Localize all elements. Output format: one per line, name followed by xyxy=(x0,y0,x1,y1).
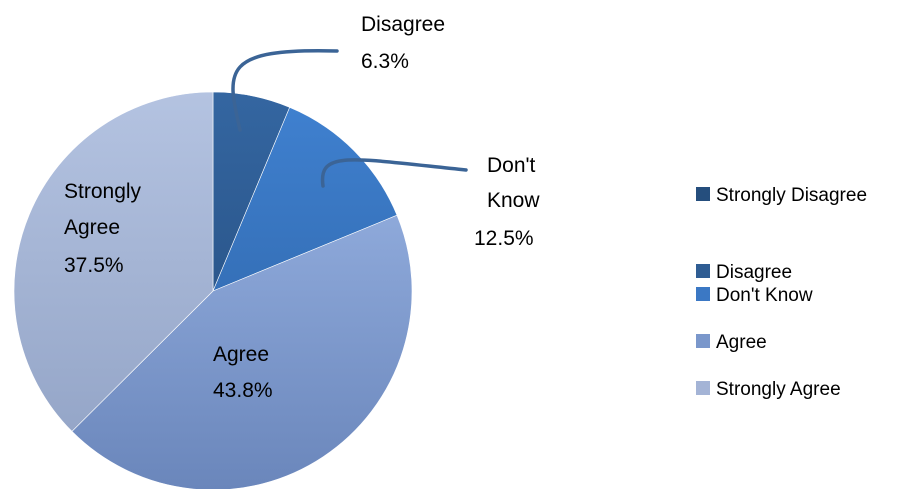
legend-entry-agree: Agree xyxy=(696,332,767,353)
legend-entry-strongly-disagree: Strongly Disagree xyxy=(696,185,867,206)
legend-swatch-agree xyxy=(696,334,710,348)
legend-label-agree: Agree xyxy=(716,332,767,353)
data-label-dont-know: Don't Know 12.5% xyxy=(474,154,540,250)
pie-slices xyxy=(13,91,413,489)
legend-label-disagree: Disagree xyxy=(716,262,792,283)
data-label-dont-know-name-line1: Don't xyxy=(487,154,536,177)
legend-label-strongly-agree: Strongly Agree xyxy=(716,379,841,400)
legend-swatch-strongly-disagree xyxy=(696,187,710,201)
legend: Strongly Disagree Disagree Don't Know Ag… xyxy=(696,185,867,400)
data-label-strongly-agree: Strongly Agree 37.5% xyxy=(64,180,142,277)
data-label-strongly-agree-name-line1: Strongly xyxy=(64,180,142,203)
data-label-dont-know-name-line2: Know xyxy=(487,189,540,212)
data-label-disagree-name: Disagree xyxy=(361,13,445,36)
legend-swatch-dont-know xyxy=(696,287,710,301)
leader-line-dont-know xyxy=(320,158,468,188)
pie-slice-don-t-know xyxy=(212,106,398,292)
legend-swatch-strongly-agree xyxy=(696,381,710,395)
legend-entry-dont-know: Don't Know xyxy=(696,285,813,306)
data-label-agree: Agree 43.8% xyxy=(213,343,273,402)
data-label-agree-value: 43.8% xyxy=(213,379,273,402)
data-label-dont-know-value: 12.5% xyxy=(474,227,534,250)
legend-label-dont-know: Don't Know xyxy=(716,285,813,306)
legend-entry-disagree: Disagree xyxy=(696,262,792,283)
leader-line-disagree xyxy=(231,48,339,132)
pie-slice-agree xyxy=(71,214,413,489)
data-label-disagree: Disagree 6.3% xyxy=(361,13,445,73)
data-label-disagree-value: 6.3% xyxy=(361,50,409,73)
data-label-strongly-agree-name-line2: Agree xyxy=(64,216,120,239)
data-label-agree-name: Agree xyxy=(213,343,269,366)
pie-slice-strongly-agree xyxy=(13,91,214,432)
legend-entry-strongly-agree: Strongly Agree xyxy=(696,379,841,400)
data-label-strongly-agree-value: 37.5% xyxy=(64,254,124,277)
legend-label-strongly-disagree: Strongly Disagree xyxy=(716,185,867,206)
legend-swatch-disagree xyxy=(696,264,710,278)
